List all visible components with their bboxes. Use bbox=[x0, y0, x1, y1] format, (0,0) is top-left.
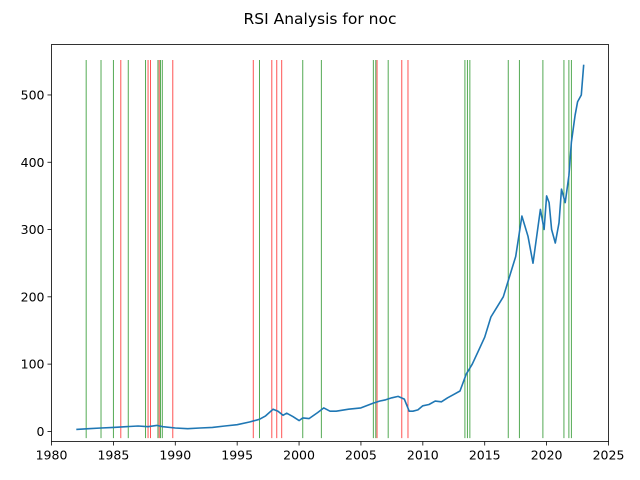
x-tick-label: 2010 bbox=[407, 448, 439, 463]
x-tick-label: 2020 bbox=[531, 448, 563, 463]
x-tick-label: 2015 bbox=[469, 448, 501, 463]
price-series bbox=[76, 64, 585, 431]
y-tick-label: 400 bbox=[21, 155, 45, 170]
x-tick-label: 1980 bbox=[36, 448, 68, 463]
x-tick-label: 1985 bbox=[97, 448, 129, 463]
x-tick-label: 2005 bbox=[345, 448, 377, 463]
x-tick-label: 2025 bbox=[593, 448, 625, 463]
y-axis: 0 100 200 300 400 500 bbox=[21, 87, 52, 439]
x-tick-label: 2000 bbox=[283, 448, 315, 463]
price-line bbox=[76, 64, 585, 431]
y-tick-label: 100 bbox=[21, 357, 45, 372]
chart-title: RSI Analysis for noc bbox=[244, 10, 397, 28]
x-tick-label: 1995 bbox=[221, 448, 253, 463]
plot-frame bbox=[51, 44, 609, 442]
y-tick-label: 0 bbox=[37, 424, 45, 439]
x-tick-label: 1990 bbox=[159, 448, 191, 463]
signal-lines bbox=[85, 59, 572, 439]
x-axis: 1980 1985 1990 1995 2000 2005 2010 2015 2020 2025 bbox=[36, 441, 625, 463]
y-tick-label: 200 bbox=[21, 289, 45, 304]
y-tick-label: 300 bbox=[21, 222, 45, 237]
y-tick-label: 500 bbox=[21, 87, 45, 102]
